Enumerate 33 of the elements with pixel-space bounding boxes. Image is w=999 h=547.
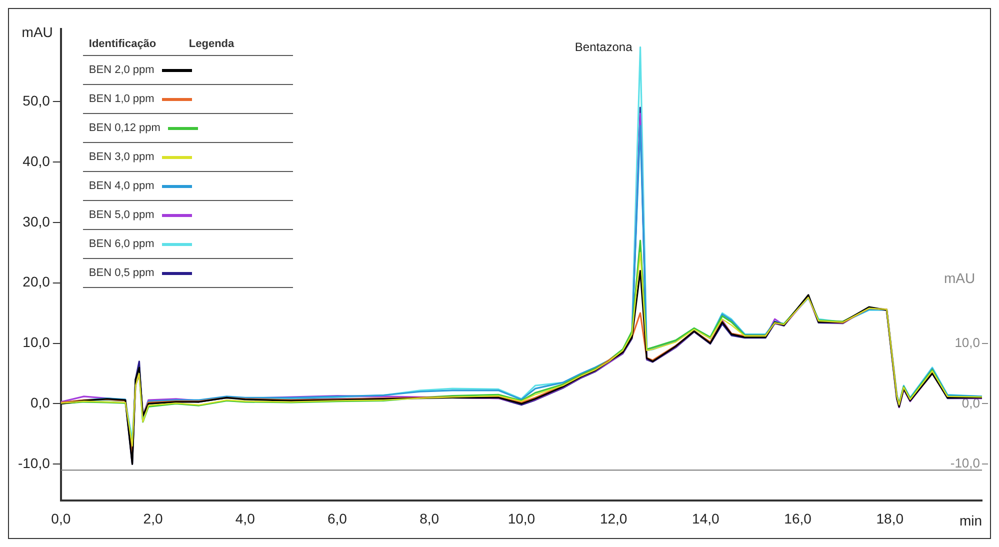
x-axis-title: min xyxy=(959,512,982,528)
legend-label: BEN 6,0 ppm xyxy=(88,238,154,250)
legend-label: BEN 0,5 ppm xyxy=(88,267,154,279)
legend-label: BEN 0,12 ppm xyxy=(88,122,160,134)
x-tick-label: 6,0 xyxy=(328,510,348,527)
y2-tick-label: 10,0 xyxy=(954,334,980,350)
y-tick-label: 50,0 xyxy=(22,92,50,108)
x-tick-label: 10,0 xyxy=(508,510,536,527)
y2-axis-title: mAU xyxy=(944,270,976,286)
y-tick-label: -10,0 xyxy=(18,455,50,471)
y-tick-label: 20,0 xyxy=(22,274,50,290)
x-tick-label: 2,0 xyxy=(143,510,163,527)
annotation: Bentazona xyxy=(574,40,633,54)
annotation: Legenda xyxy=(188,38,234,50)
legend-label: BEN 1,0 ppm xyxy=(88,93,154,105)
legend-label: BEN 5,0 ppm xyxy=(88,209,154,221)
x-tick-label: 4,0 xyxy=(235,510,256,527)
x-tick-label: 12,0 xyxy=(600,510,628,527)
y-tick-label: 40,0 xyxy=(22,152,50,169)
legend-label: BEN 2,0 ppm xyxy=(88,64,154,76)
legend-title: Identificação xyxy=(88,38,158,50)
y2-tick-label: -10,0 xyxy=(950,456,980,471)
x-tick-label: 8,0 xyxy=(420,510,440,527)
legend-label: BEN 4,0 ppm xyxy=(88,180,154,192)
x-tick-label: 0,0 xyxy=(51,510,71,527)
y-tick-label: 30,0 xyxy=(22,213,50,230)
y-axis-title: mAU xyxy=(22,24,53,40)
x-tick-label: 14,0 xyxy=(692,510,720,527)
x-tick-label: 18,0 xyxy=(876,510,904,527)
y-tick-label: 0,0 xyxy=(30,394,50,411)
y-tick-label: 10,0 xyxy=(22,334,50,350)
legend-label: BEN 3,0 ppm xyxy=(88,151,154,163)
x-tick-label: 16,0 xyxy=(784,510,812,527)
